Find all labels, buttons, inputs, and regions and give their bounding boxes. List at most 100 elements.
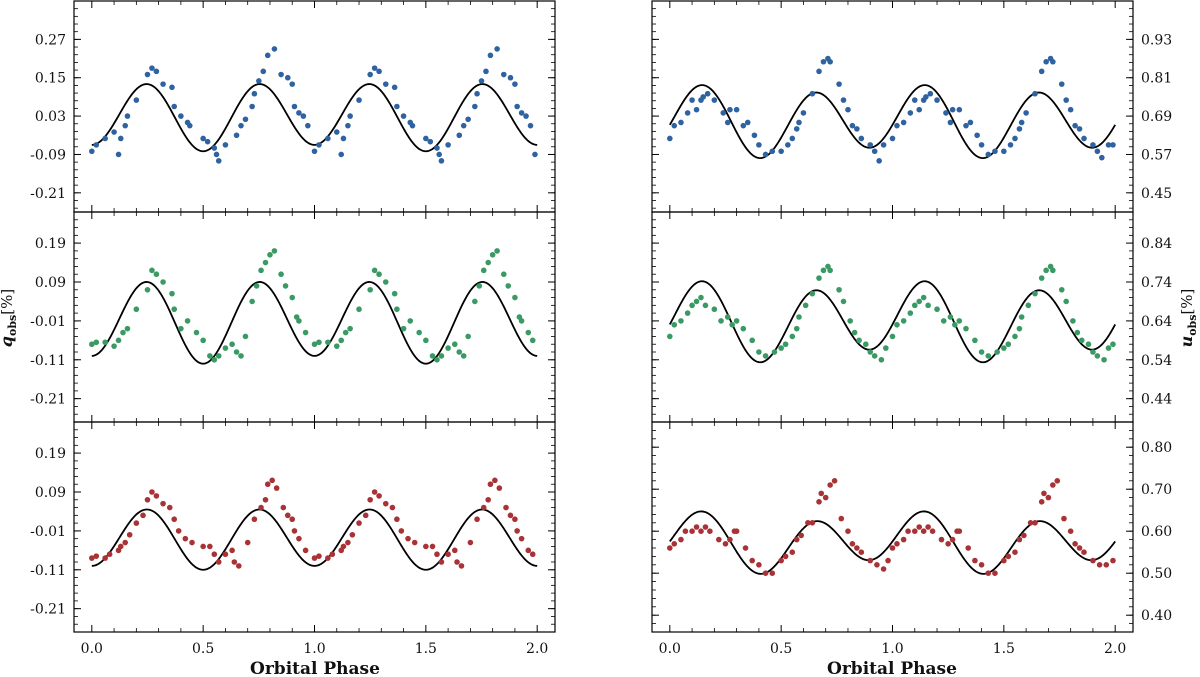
data-point (756, 142, 762, 148)
data-point (222, 345, 229, 351)
data-point (207, 353, 213, 359)
data-point (1061, 515, 1067, 522)
data-point (376, 493, 382, 499)
data-point (267, 251, 273, 258)
data-point (822, 494, 829, 501)
data-point (985, 570, 992, 576)
data-point (1038, 68, 1045, 75)
data-point (485, 259, 491, 266)
data-point (525, 547, 532, 554)
data-point (1050, 58, 1056, 65)
panel-q-blue: -0.21 -0.09 0.03 0.15 0.27 (30, 0, 556, 213)
data-point (671, 541, 678, 547)
data-point (1110, 341, 1116, 348)
data-point (258, 504, 264, 511)
data-point (689, 97, 695, 103)
data-point (238, 122, 244, 129)
data-point (769, 148, 776, 155)
data-point (289, 516, 296, 523)
data-point (258, 267, 264, 274)
data-point (367, 286, 373, 293)
data-point (264, 481, 271, 488)
data-point (160, 279, 166, 285)
data-point (925, 524, 931, 530)
data-point (111, 129, 117, 135)
panel-q-red: -0.21 -0.11 -0.01 0.09 0.19 0.0 0.5 1.0 1.5 2.0 (30, 421, 556, 657)
data-point (394, 306, 400, 313)
data-point (120, 329, 126, 336)
data-point (947, 314, 954, 320)
data-point (978, 562, 985, 568)
data-point (529, 551, 536, 558)
data-point (1001, 345, 1007, 351)
data-point (215, 158, 222, 164)
data-point (436, 151, 443, 158)
data-point (1025, 302, 1032, 309)
data-point (356, 306, 362, 313)
data-point (273, 485, 280, 491)
data-point (718, 318, 724, 324)
y-tick-label: 0.50 (1141, 566, 1172, 582)
data-point (249, 103, 255, 110)
data-point (1038, 275, 1045, 281)
data-point (356, 520, 362, 526)
data-point (474, 516, 480, 523)
data-point (1101, 356, 1107, 363)
data-point (1090, 349, 1096, 355)
data-point (282, 283, 289, 289)
data-point (916, 106, 923, 113)
data-point (296, 318, 302, 324)
data-point (302, 329, 309, 336)
data-point (678, 318, 684, 324)
data-point (756, 349, 762, 355)
data-point (518, 535, 525, 542)
y-tick-label: 0.15 (35, 71, 66, 87)
data-point (1067, 106, 1074, 113)
data-point (711, 97, 718, 103)
data-point (1012, 549, 1018, 555)
data-point (235, 563, 242, 569)
data-point (722, 541, 729, 547)
data-point (724, 314, 731, 320)
data-point (1072, 122, 1078, 129)
data-point (115, 337, 122, 344)
data-point (512, 294, 518, 301)
data-point (175, 528, 182, 534)
data-point (789, 549, 796, 555)
data-point (149, 489, 155, 495)
data-point (367, 71, 373, 78)
data-point (140, 512, 146, 519)
panel-frame (651, 421, 1134, 633)
data-point (816, 499, 822, 505)
data-point (211, 145, 218, 151)
data-point (394, 103, 400, 110)
data-point (782, 553, 789, 560)
data-point (1050, 267, 1056, 274)
data-point (907, 110, 914, 116)
data-point (93, 339, 100, 346)
data-point (325, 339, 331, 346)
data-point (1005, 553, 1012, 560)
data-point (838, 515, 845, 522)
data-point (1043, 58, 1049, 65)
data-point (465, 333, 471, 340)
data-point (762, 151, 769, 158)
data-point (213, 151, 220, 158)
data-point (1105, 345, 1112, 351)
data-point (311, 341, 318, 348)
data-point (523, 113, 529, 119)
data-point (489, 251, 496, 258)
data-point (532, 151, 538, 158)
data-point (514, 528, 520, 534)
data-point (1110, 142, 1116, 148)
data-point (178, 113, 184, 119)
data-point (1045, 494, 1052, 501)
data-point (907, 310, 914, 316)
data-point (400, 113, 407, 119)
data-point (749, 557, 756, 564)
data-point (122, 122, 129, 129)
data-point (800, 110, 807, 116)
data-point (956, 106, 963, 113)
data-point (871, 353, 878, 359)
data-point (702, 524, 709, 530)
